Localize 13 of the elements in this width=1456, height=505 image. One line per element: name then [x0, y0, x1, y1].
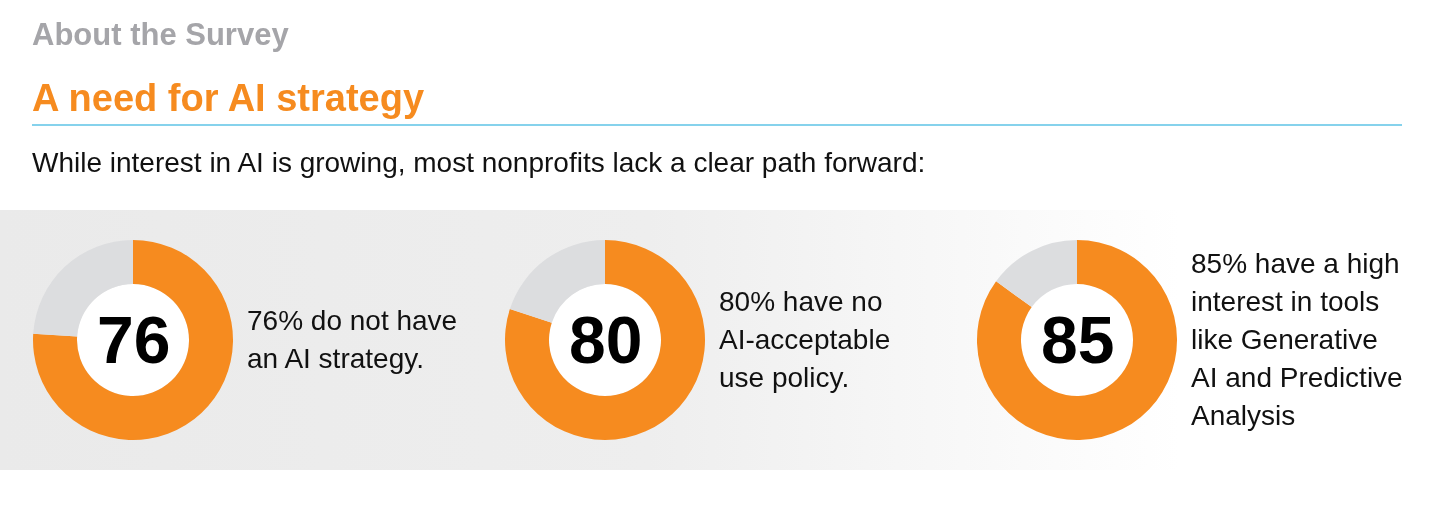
text: 76% do not have an AI strategy.: [247, 304, 458, 376]
text: 85% have a high interest in tools like Generative AI and Predictive Analysis: [1191, 247, 1403, 433]
donut-slice: [977, 240, 1177, 440]
text: 80: [569, 303, 643, 377]
donut-slice: [996, 240, 1077, 308]
text: About the Survey: [32, 17, 289, 53]
text: A need for AI strategy: [32, 77, 425, 121]
text: 76: [97, 303, 171, 377]
text: 85: [1041, 303, 1115, 377]
donut-slice: [33, 240, 233, 440]
donut-slice: [505, 240, 705, 440]
text: While interest in AI is growing, most nonprofits lack a clear path forward:: [32, 147, 926, 180]
text: 80% have no AI-acceptable use policy.: [719, 285, 891, 395]
